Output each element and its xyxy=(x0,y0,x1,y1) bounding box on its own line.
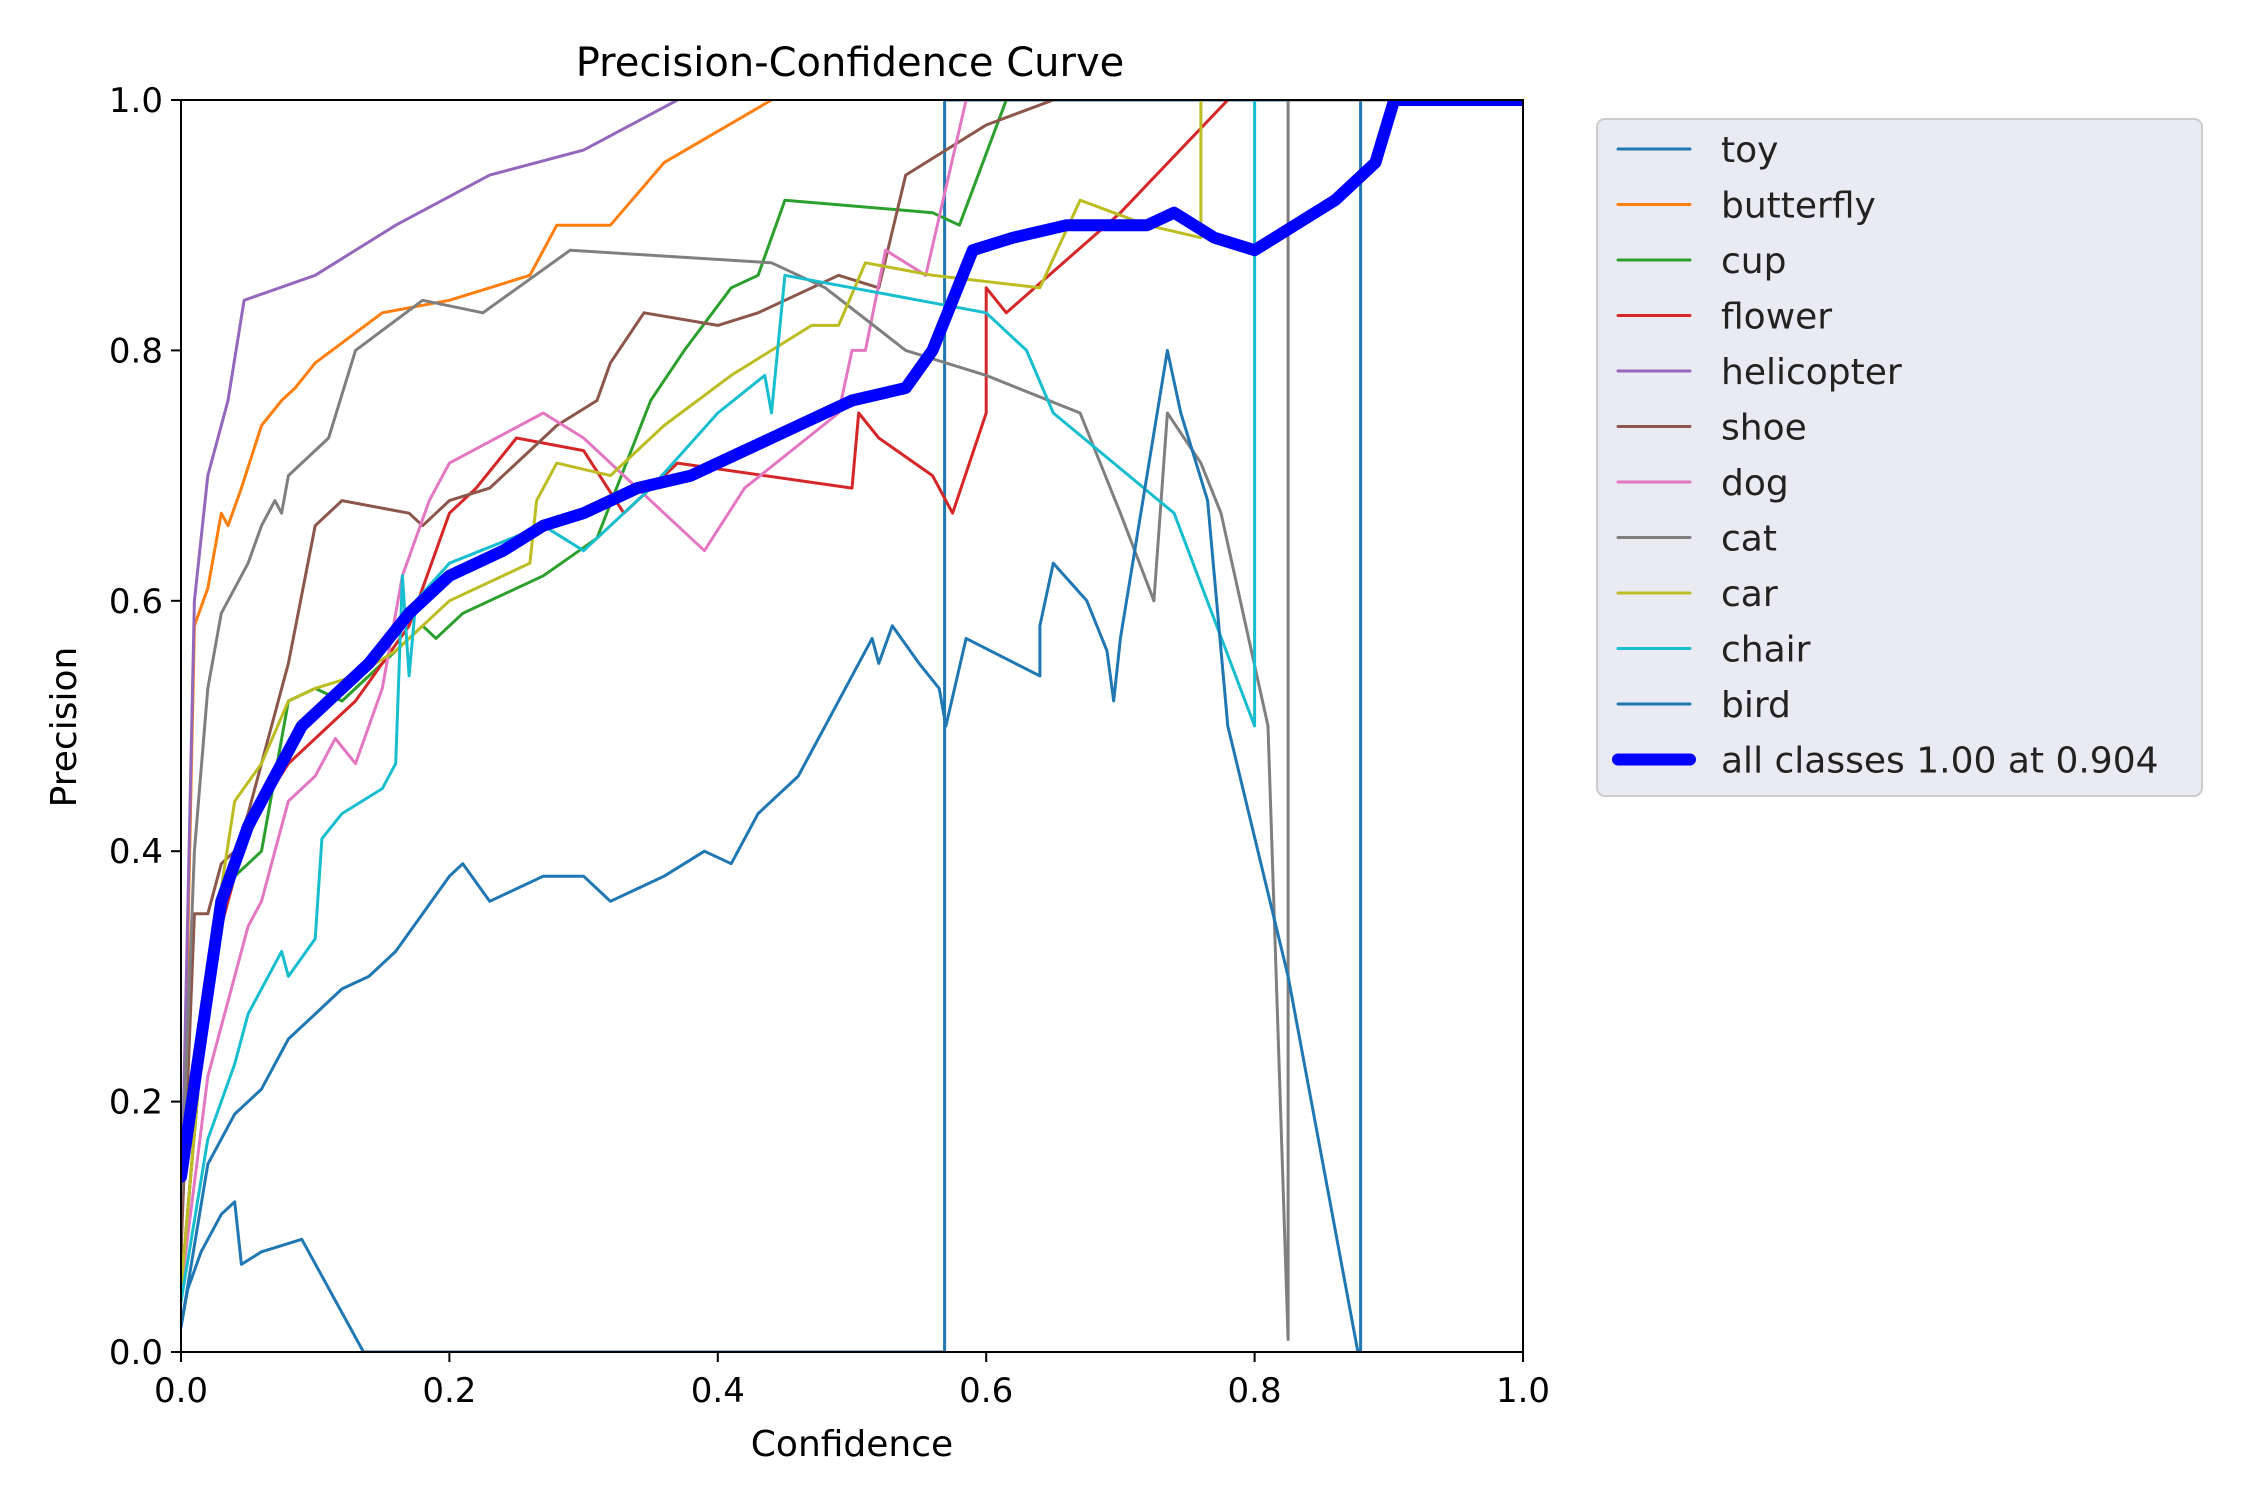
y-axis: 0.0 0.2 0.4 0.6 0.8 1.0 xyxy=(109,81,181,1373)
legend-box xyxy=(1596,118,2203,797)
series-line-3 xyxy=(181,100,1230,1291)
chart-title: Precision-Confidence Curve xyxy=(576,40,1125,86)
x-axis: 0.0 0.2 0.4 0.6 0.8 1.0 xyxy=(154,1352,1550,1411)
x-tick-label: 0.8 xyxy=(1228,1371,1282,1411)
x-axis-title: Confidence xyxy=(751,1424,953,1465)
series-line-8 xyxy=(181,100,1203,1291)
y-tick-label: 1.0 xyxy=(109,81,163,121)
plot-frame xyxy=(180,99,1524,1353)
series-line-2 xyxy=(181,100,1008,1291)
legend-label: cup xyxy=(1721,241,1786,282)
series-line-10 xyxy=(181,348,1360,1352)
legend-label: butterfly xyxy=(1721,186,1876,227)
plot-lines xyxy=(181,100,1523,1352)
legend-label: car xyxy=(1721,574,1778,615)
y-tick-label: 0.6 xyxy=(109,582,163,622)
legend-label: all classes 1.00 at 0.904 xyxy=(1721,741,2159,782)
y-tick-label: 0.2 xyxy=(109,1083,163,1123)
y-tick-label: 0.0 xyxy=(109,1333,163,1373)
x-tick-label: 0.2 xyxy=(422,1371,476,1411)
series-line-11 xyxy=(181,100,1523,1183)
legend-label: shoe xyxy=(1721,408,1807,449)
series-line-1 xyxy=(181,100,773,1266)
legend-label: bird xyxy=(1721,685,1791,726)
series-line-7 xyxy=(181,100,1523,1341)
y-tick-label: 0.8 xyxy=(109,331,163,371)
x-tick-label: 0.6 xyxy=(959,1371,1013,1411)
legend-label: cat xyxy=(1721,519,1777,560)
x-tick-label: 0.0 xyxy=(154,1371,208,1411)
legend-label: dog xyxy=(1721,463,1789,504)
legend-label: toy xyxy=(1721,130,1778,171)
legend-label: chair xyxy=(1721,630,1811,671)
series-line-4 xyxy=(181,100,679,1229)
legend: toy butterfly cup flower helicopter shoe dog ca… xyxy=(1596,118,2203,797)
series-line-9 xyxy=(181,100,1257,1304)
y-axis-title: Precision xyxy=(44,647,85,808)
series-line-6 xyxy=(181,100,968,1291)
legend-label: helicopter xyxy=(1721,352,1902,393)
y-tick-label: 0.4 xyxy=(109,832,163,872)
x-tick-label: 1.0 xyxy=(1496,1371,1550,1411)
x-tick-label: 0.4 xyxy=(691,1371,745,1411)
series-line-0 xyxy=(181,100,1523,1352)
legend-label: flower xyxy=(1721,297,1832,338)
